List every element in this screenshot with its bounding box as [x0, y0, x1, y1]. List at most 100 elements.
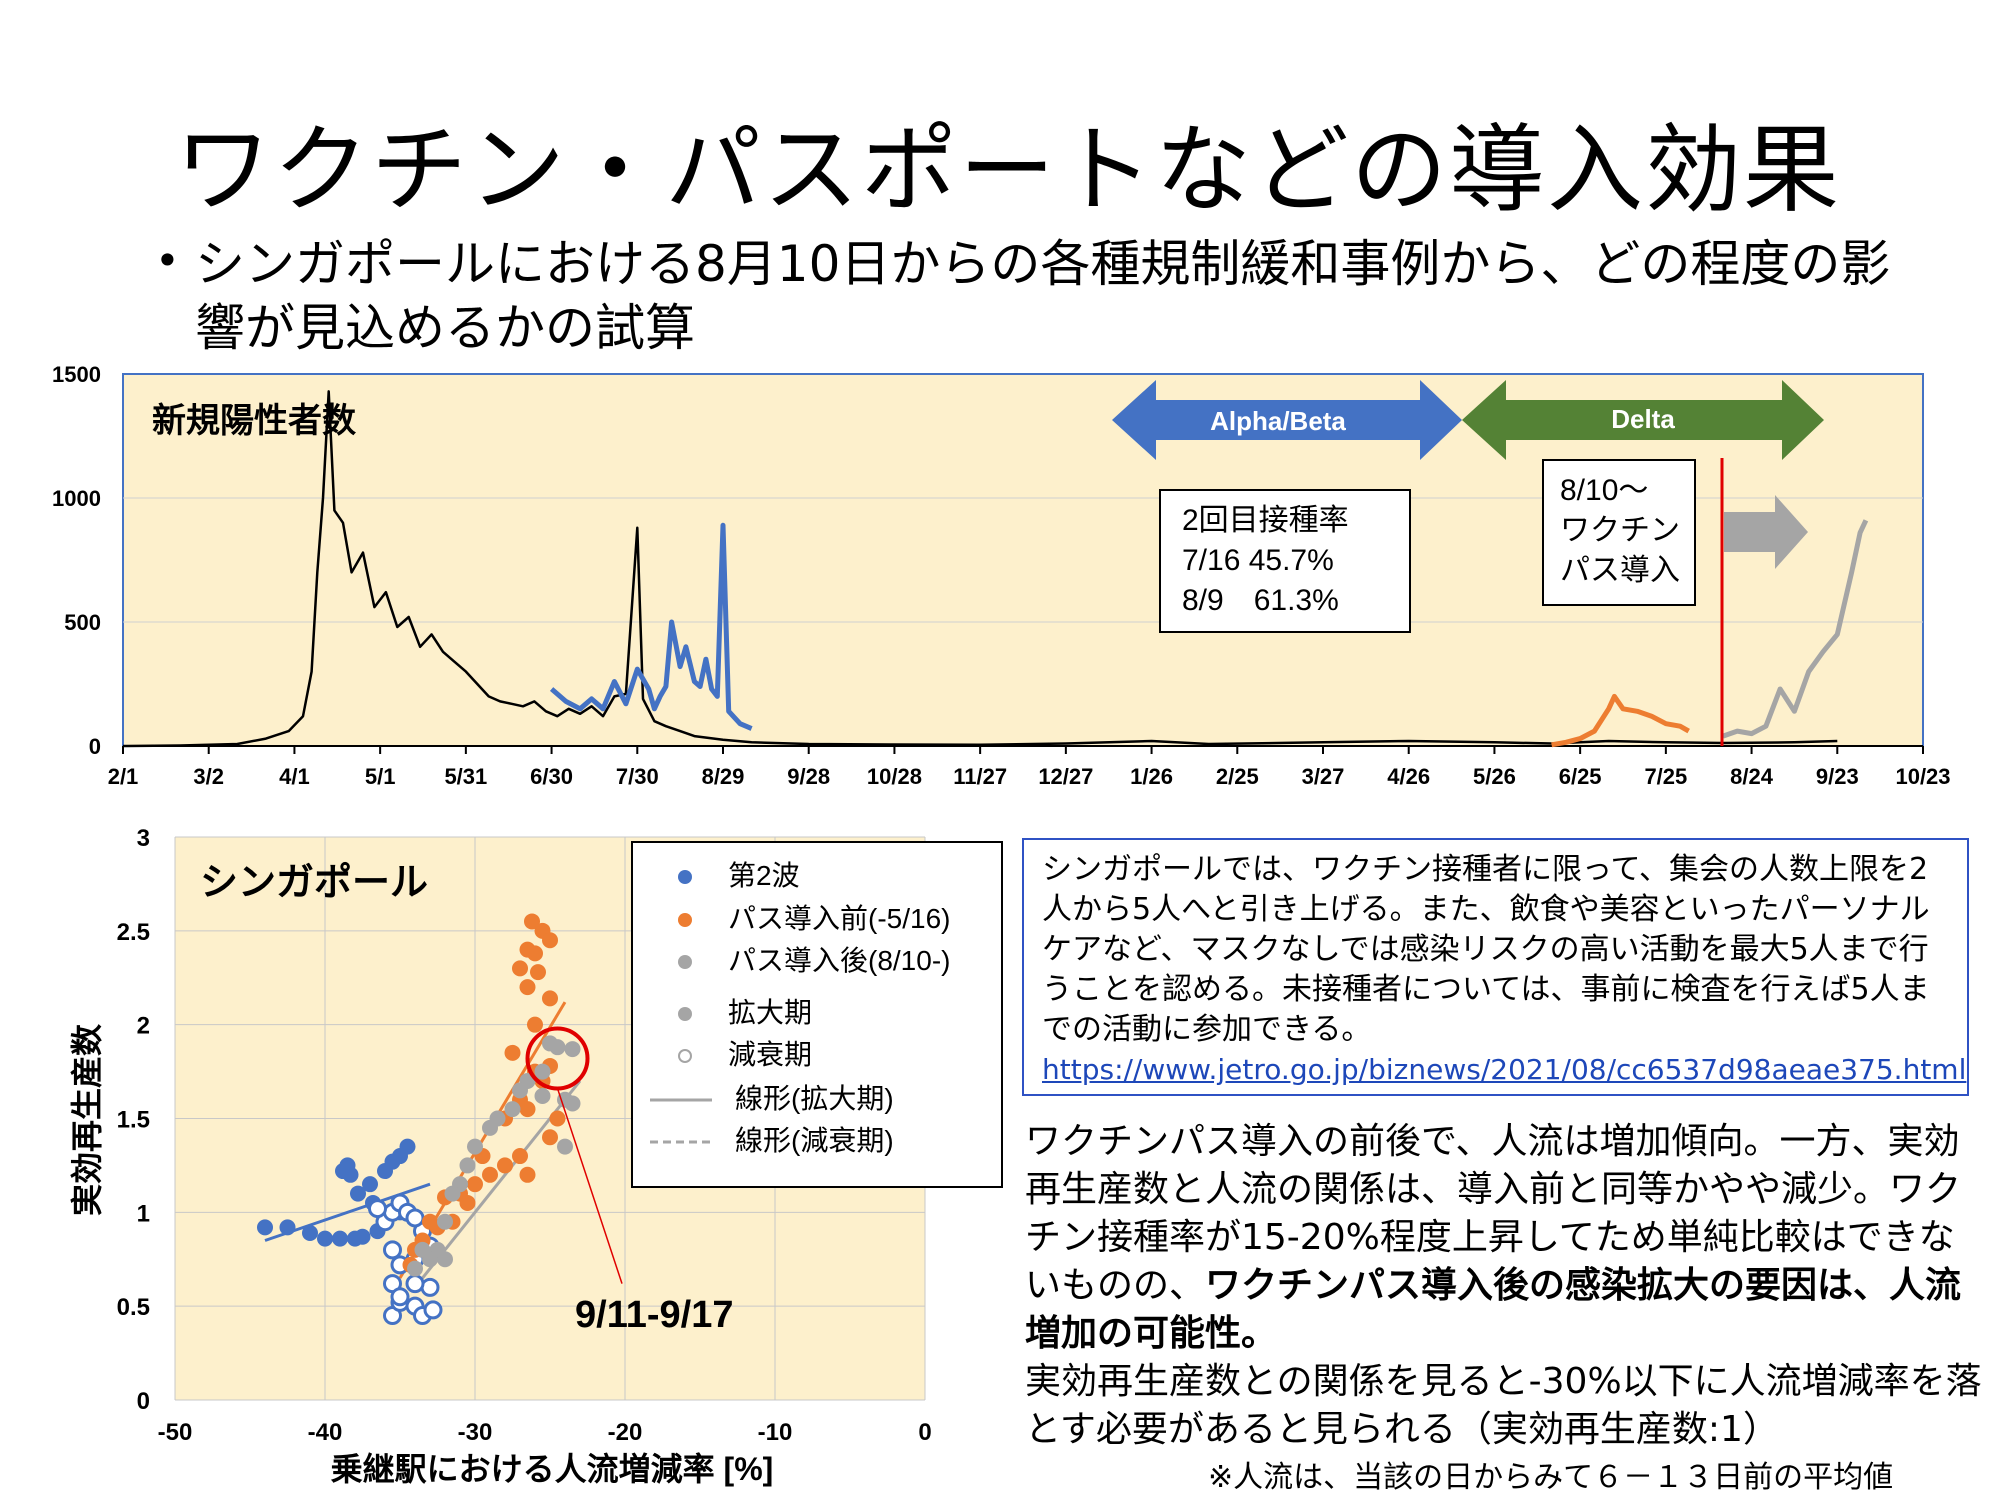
cases-y-tick: 1000	[52, 486, 101, 511]
alpha-beta-arrow	[1112, 380, 1462, 460]
scatter-point	[459, 1157, 476, 1174]
cases-x-tick: 6/25	[1559, 764, 1602, 789]
legend-label: 第2波	[728, 860, 800, 891]
scatter-point	[444, 1185, 461, 1202]
cases-x-tick: 12/27	[1038, 764, 1093, 789]
cases-x-tick: 4/1	[279, 764, 310, 789]
scatter-x-tick: -30	[458, 1419, 493, 1446]
scatter-y-tick: 2.5	[117, 919, 150, 946]
scatter-point	[534, 1087, 551, 1104]
scatter-point	[542, 1129, 558, 1146]
scatter-point	[482, 1166, 498, 1183]
scatter-point	[512, 960, 528, 977]
cases-x-tick: 5/1	[365, 764, 396, 789]
y-axis-title: 実効再生産数	[69, 1023, 105, 1216]
scatter-point	[534, 1063, 551, 1080]
analysis-part-1: ワクチンパス導入の前後で、人流は増加傾向。一方、実効再生産数と人流の関係は、導入…	[1025, 1121, 1962, 1306]
scatter-point	[354, 1228, 371, 1245]
legend	[631, 841, 1003, 1188]
rate-line-2: 7/16 45.7%	[1182, 544, 1334, 577]
cases-x-tick: 9/23	[1816, 764, 1859, 789]
scatter-point	[257, 1219, 273, 1236]
scatter-y-tick: 1.5	[117, 1107, 150, 1134]
scatter-chart-label: シンガポール	[200, 862, 428, 904]
scatter-x-tick: -20	[608, 1419, 643, 1446]
legend-label: 拡大期	[728, 997, 812, 1028]
legend-label: パス導入前(-5/16)	[728, 903, 950, 934]
scatter-point	[405, 1208, 425, 1228]
cases-y-tick: 500	[64, 610, 101, 635]
cases-x-tick: 10/28	[867, 764, 922, 789]
scatter-point	[390, 1287, 410, 1307]
cases-series	[122, 390, 1869, 748]
vaccination-rate-box	[1159, 489, 1411, 633]
scatter-point	[407, 1260, 423, 1277]
analysis-text: ワクチンパス導入の前後で、人流は増加傾向。一方、実効再生産数と人流の関係は、導入…	[1025, 1118, 1985, 1454]
scatter-point	[467, 1138, 483, 1155]
cases-x-tick: 11/27	[953, 764, 1007, 789]
scatter-point	[519, 979, 536, 996]
scatter-point	[512, 1082, 528, 1099]
footnote: ※人流は、当該の日からみて６－１３日前の平均値	[1208, 1460, 1894, 1495]
x-axis-title: 乗継駅における人流増減率 [%]	[331, 1451, 774, 1487]
cases-x-tick: 2/1	[108, 764, 139, 789]
scatter-point	[504, 1101, 521, 1118]
scatter-point	[437, 1251, 453, 1268]
scatter-point	[524, 913, 540, 930]
scatter-point	[350, 1185, 366, 1202]
scatter-chart: -50 -40 -30 -20 -10 0 0 0.5 1 1.5 2 2.5 3 シンガポール 9/1…	[69, 825, 1003, 1487]
legend-marker	[678, 870, 692, 884]
cases-line-total	[122, 390, 1838, 748]
description-text: シンガポールでは、ワクチン接種者に限って、集会の人数上限を2人から5人へと引き上…	[1042, 852, 1930, 1047]
scatter-point	[414, 1241, 431, 1258]
description-box: シンガポールでは、ワクチン接種者に限って、集会の人数上限を2人から5人へと引き上…	[1022, 838, 1969, 1096]
cases-y-tick: 0	[89, 734, 101, 759]
scatter-x-tick: 0	[918, 1419, 931, 1446]
slide-title: ワクチン・パスポートなどの導入効果	[175, 114, 1841, 226]
cases-x-tick: 7/30	[616, 764, 659, 789]
scatter-point	[512, 1148, 528, 1165]
alpha-beta-label: Alpha/Beta	[1210, 406, 1346, 436]
cases-chart: 0 500 1000 1500 2/1 3/2 4/1 5/1 5/31 6/30 7/30 8/29…	[52, 362, 1950, 789]
scatter-point	[482, 1119, 498, 1136]
scatter-y-tick: 0	[137, 1388, 150, 1415]
legend-marker	[678, 913, 692, 927]
scatter-point	[302, 1224, 318, 1241]
scatter-point	[279, 1219, 296, 1236]
scatter-y-tick: 0.5	[117, 1294, 150, 1321]
scatter-point	[542, 990, 558, 1007]
cases-x-tick: 6/30	[530, 764, 573, 789]
scatter-point	[519, 1166, 536, 1183]
vaccine-pass-box	[1542, 459, 1696, 606]
rate-line-1: 2回目接種率	[1182, 504, 1349, 537]
scatter-point	[564, 1041, 581, 1058]
cases-line-wave2	[549, 522, 753, 731]
highlight-pointer	[556, 1088, 623, 1284]
analysis-conclusion: ワクチンパス導入後の感染拡大の要因は、人流増加の可能性。	[1025, 1265, 1962, 1354]
analysis-part-2: 実効再生産数との関係を見ると-30%以下に人流増減率を落とす必要があると見られる…	[1025, 1361, 1982, 1450]
cases-x-tick: 2/25	[1216, 764, 1259, 789]
bullet-dot: •	[155, 236, 180, 285]
scatter-point	[423, 1300, 443, 1320]
scatter-point	[399, 1138, 416, 1155]
scatter-y-tick: 1	[137, 1200, 150, 1227]
bullet-text: シンガポールにおける8月10日からの各種規制緩和事例から、どの程度の影響が見込め…	[195, 235, 1891, 357]
cases-line-post_pass	[1722, 519, 1869, 739]
scatter-point	[332, 1230, 348, 1247]
scatter-series	[257, 913, 623, 1326]
scatter-point	[420, 1277, 440, 1297]
cases-x-tick: 3/2	[193, 764, 224, 789]
period-annotation: 9/11-9/17	[575, 1294, 733, 1336]
cases-x-tick: 7/25	[1644, 764, 1687, 789]
source-link[interactable]: https://www.jetro.go.jp/biznews/2021/08/…	[1042, 1053, 1967, 1086]
cases-x-tick: 10/23	[1895, 764, 1950, 789]
legend-marker	[678, 955, 692, 969]
legend-marker	[678, 1049, 692, 1063]
cases-x-tick: 3/27	[1302, 764, 1345, 789]
cases-x-tick: 8/24	[1730, 764, 1774, 789]
cases-x-tick: 4/26	[1387, 764, 1430, 789]
scatter-y-tick: 3	[137, 825, 150, 852]
scatter-y-tick: 2	[137, 1013, 150, 1040]
rate-line-3: 8/9 61.3%	[1182, 584, 1339, 617]
scatter-point	[335, 1163, 351, 1180]
